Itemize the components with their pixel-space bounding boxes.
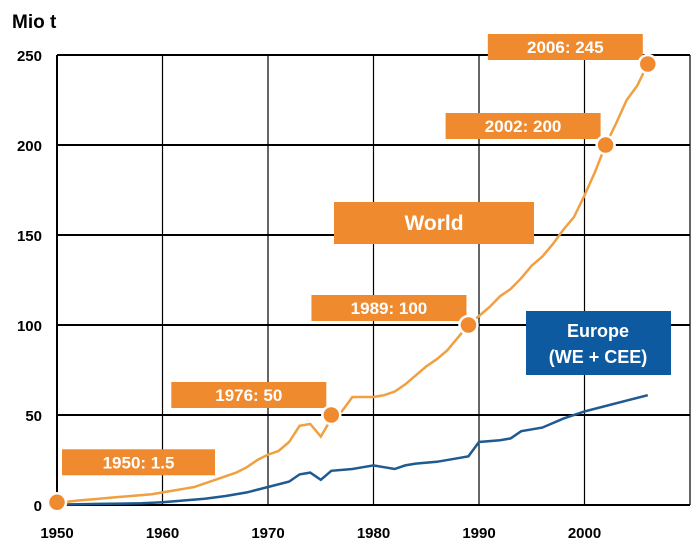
data-point-marker <box>595 134 616 156</box>
series-label-world-text: World <box>404 212 463 235</box>
x-tick-label: 1990 <box>462 525 495 542</box>
data-point-marker <box>458 314 479 336</box>
callout-label: 2006: 245 <box>527 38 604 57</box>
callout-label: 1950: 1.5 <box>103 453 175 472</box>
x-tick-label: 2000 <box>568 525 601 542</box>
y-axis-unit: Mio t <box>12 12 57 33</box>
callout-box <box>62 449 215 476</box>
callout: 1989: 100 <box>311 295 467 321</box>
callout: 2006: 245 <box>487 34 643 60</box>
callout-label: 1976: 50 <box>215 386 282 405</box>
x-tick-label: 1970 <box>251 525 284 542</box>
y-tick-label: 150 <box>17 228 42 245</box>
callout: 1976: 50 <box>171 382 327 408</box>
callout-box <box>311 295 467 321</box>
series-label-world-box <box>334 202 534 244</box>
x-tick-label: 1950 <box>40 525 73 542</box>
callout-label: 2002: 200 <box>485 117 562 136</box>
y-tick-label: 250 <box>17 48 42 65</box>
y-tick-labels: 0 50 100 150 200 250 <box>17 48 42 515</box>
callout: 1950: 1.5 <box>62 449 215 476</box>
callout-box <box>171 382 327 408</box>
series-label-europe-text-2: (WE + CEE) <box>549 347 648 367</box>
data-point-marker <box>637 53 659 75</box>
data-points <box>46 53 659 513</box>
series-label-europe: Europe (WE + CEE) <box>526 311 671 375</box>
callouts: 1950: 1.5 1976: 50 1989: 100 2002: 200 2006:… <box>62 34 643 476</box>
callout: 2002: 200 <box>445 113 601 139</box>
series-line-world <box>56 63 649 504</box>
y-tick-label: 100 <box>17 318 42 335</box>
series-label-europe-text-1: Europe <box>567 321 629 341</box>
y-tick-label: 200 <box>17 138 42 155</box>
series-line-europe <box>56 393 649 506</box>
series-label-europe-box <box>526 311 671 375</box>
series-label-world: World <box>334 202 534 244</box>
callout-box <box>487 34 643 60</box>
x-tick-labels: 1950 1960 1970 1980 1990 2000 <box>40 525 601 542</box>
x-tick-label: 1980 <box>357 525 390 542</box>
callout-label: 1989: 100 <box>351 299 428 318</box>
x-tick-label: 1960 <box>146 525 179 542</box>
callout-box <box>445 113 601 139</box>
data-point-marker <box>46 492 68 513</box>
y-tick-label: 0 <box>34 498 42 515</box>
data-point-marker <box>321 404 342 426</box>
y-tick-label: 50 <box>25 408 42 425</box>
